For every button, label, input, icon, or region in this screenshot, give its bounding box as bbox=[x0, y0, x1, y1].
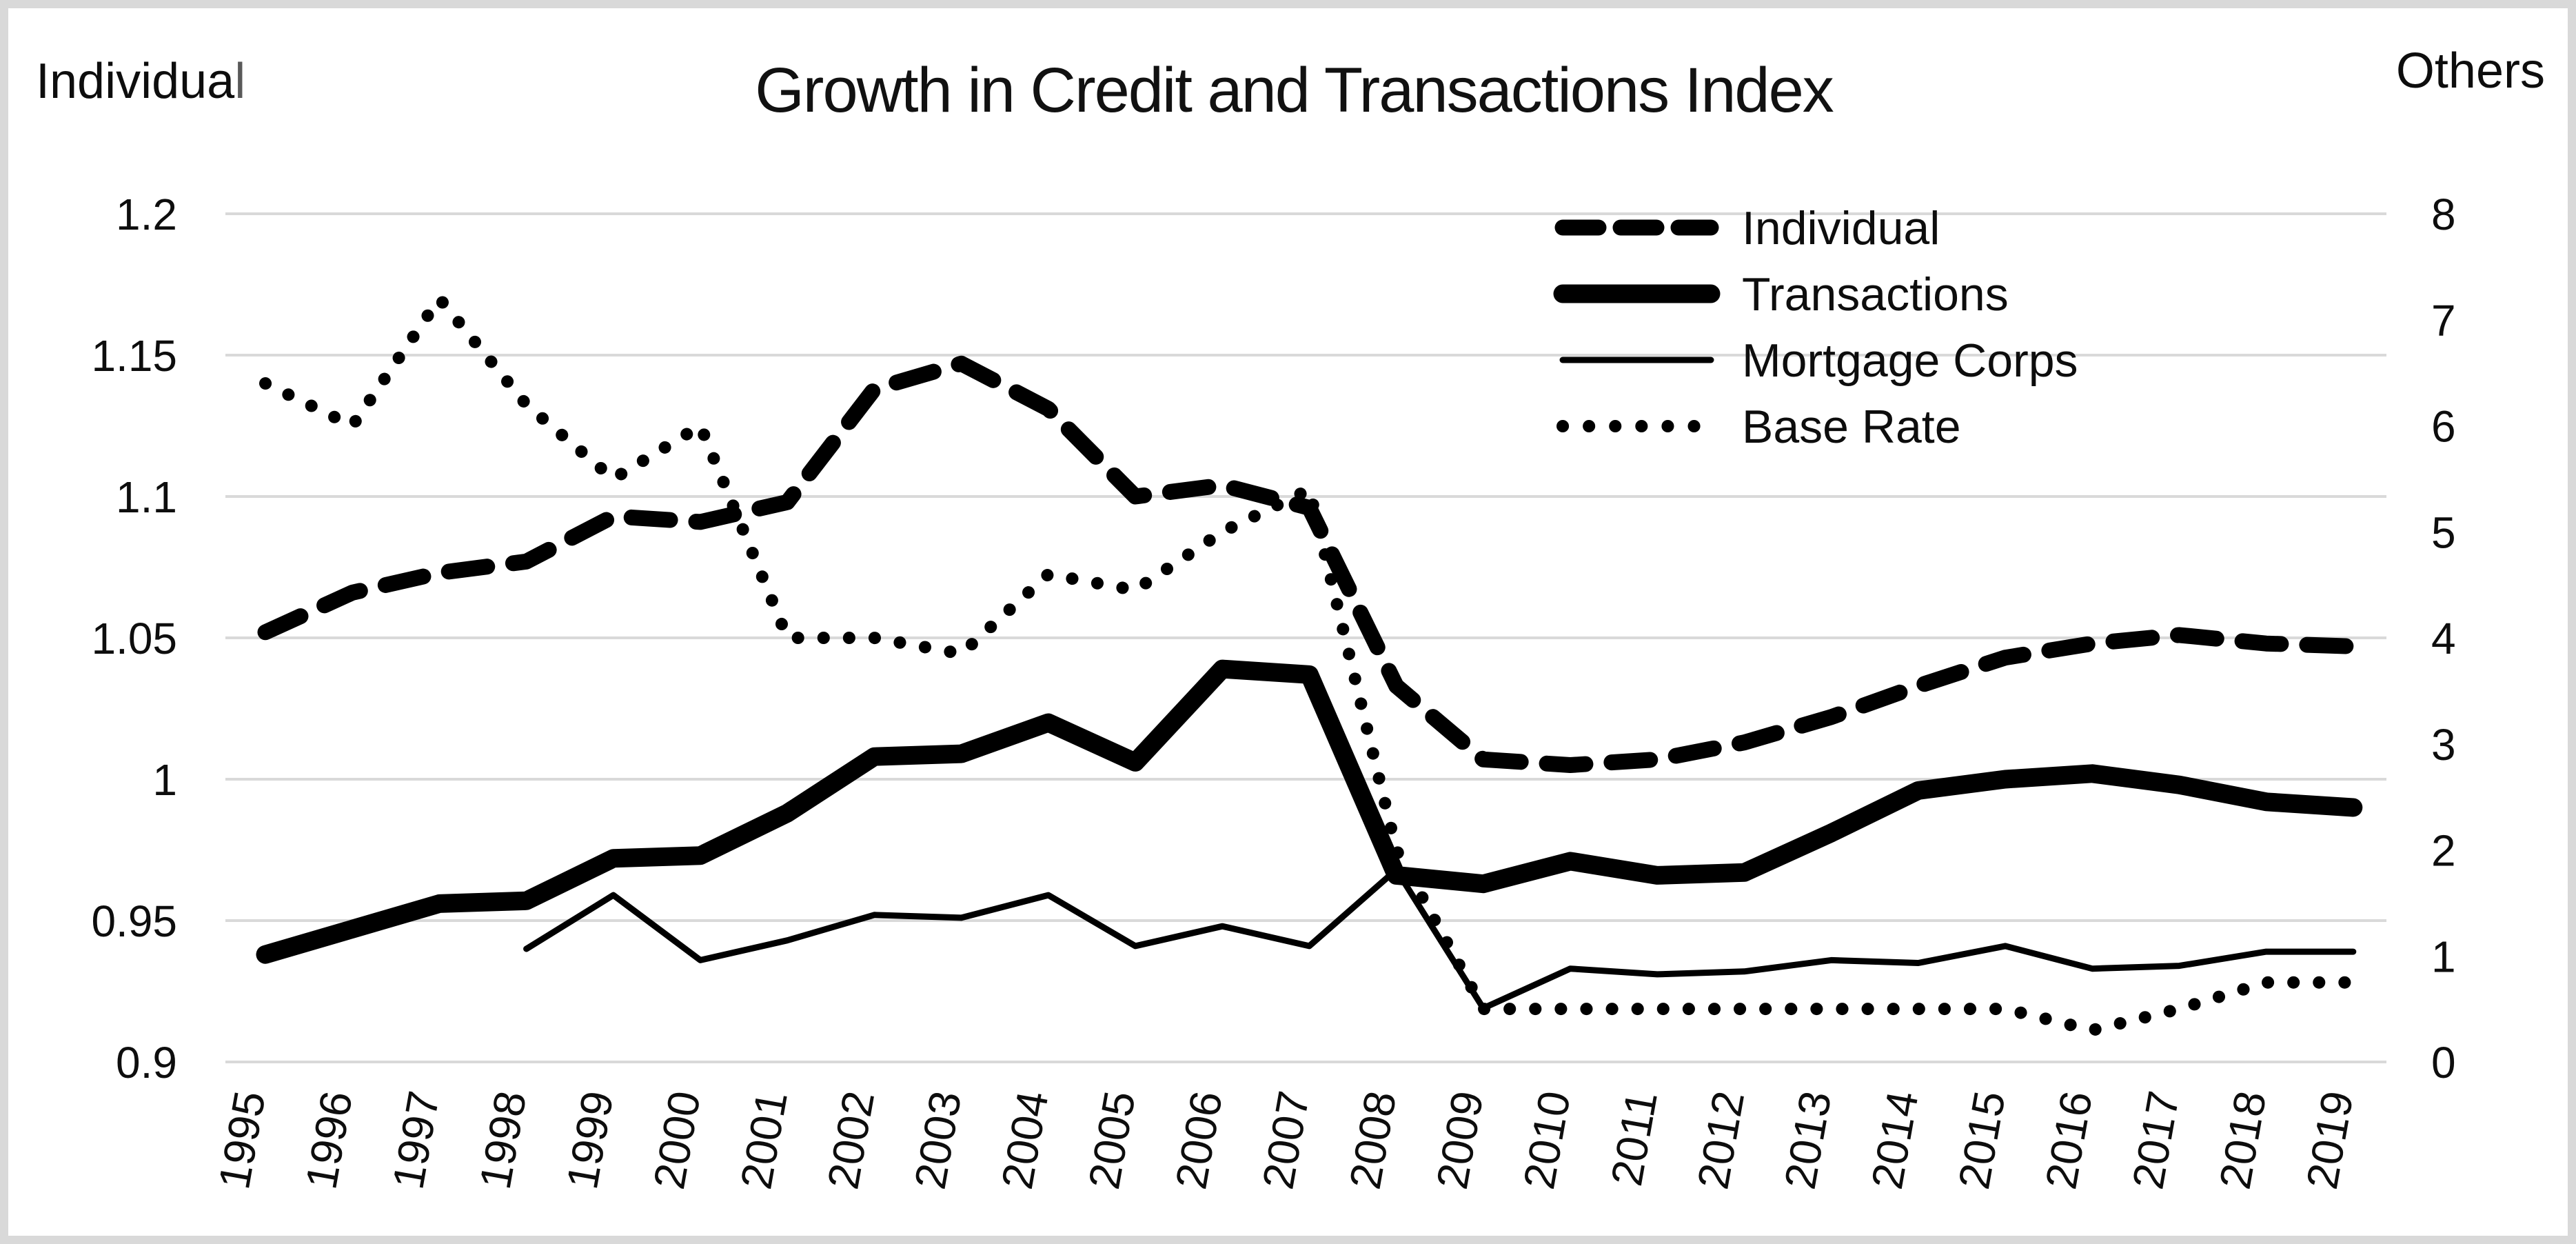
x-axis-label: 2001 bbox=[731, 1087, 797, 1193]
axis-tick-labels: 1.2 1.15 1.1 1.05 1 0.95 0.9 8 7 6 5 4 3 2 1 0 1995 1996 1… bbox=[91, 190, 2455, 1193]
x-axis-label: 2015 bbox=[1949, 1087, 2015, 1193]
right-tick-label: 6 bbox=[2431, 402, 2456, 452]
series-lines bbox=[256, 292, 2363, 1036]
x-axis-label: 2010 bbox=[1514, 1087, 1580, 1193]
series-line-mortgage-corps bbox=[523, 866, 2357, 1012]
x-axis-label: 2017 bbox=[2123, 1087, 2189, 1193]
legend-label: Mortgage Corps bbox=[1742, 334, 2078, 387]
x-axis-label: 2012 bbox=[1688, 1087, 1754, 1193]
series-line-individual bbox=[257, 355, 2362, 773]
left-tick-label: 1.15 bbox=[91, 331, 177, 381]
x-axis-label: 2011 bbox=[1601, 1087, 1667, 1190]
right-tick-label: 7 bbox=[2431, 296, 2456, 345]
left-tick-label: 0.9 bbox=[116, 1038, 177, 1087]
x-axis-label: 2014 bbox=[1862, 1087, 1928, 1193]
x-axis-label: 1998 bbox=[470, 1087, 536, 1193]
x-axis-label: 2019 bbox=[2297, 1087, 2363, 1193]
x-axis-label: 2009 bbox=[1427, 1087, 1493, 1193]
x-axis-label: 2003 bbox=[905, 1087, 971, 1193]
right-tick-label: 3 bbox=[2431, 720, 2456, 770]
x-axis-label: 1999 bbox=[557, 1087, 623, 1193]
right-tick-label: 5 bbox=[2431, 508, 2456, 557]
right-tick-label: 4 bbox=[2431, 614, 2456, 663]
right-axis-title: Others bbox=[2396, 43, 2545, 99]
line-chart: Individual Others Growth in Credit and T… bbox=[36, 43, 2545, 1193]
legend: Individual Transactions Mortgage Corps Base… bbox=[1553, 202, 2078, 453]
x-axis-label: 2004 bbox=[992, 1087, 1058, 1193]
x-axis-label: 2005 bbox=[1079, 1087, 1145, 1193]
x-axis-label: 2006 bbox=[1166, 1087, 1232, 1193]
right-tick-label: 8 bbox=[2431, 190, 2456, 239]
series-line-transactions bbox=[256, 659, 2363, 964]
legend-item-base-rate: Base Rate bbox=[1556, 401, 1961, 453]
x-axis-label: 2002 bbox=[818, 1087, 884, 1193]
x-axis-label: 2007 bbox=[1253, 1087, 1319, 1193]
left-tick-label: 1 bbox=[152, 755, 177, 805]
x-axis-label: 1995 bbox=[209, 1087, 275, 1193]
legend-item-individual: Individual bbox=[1554, 202, 1940, 254]
left-tick-label: 0.95 bbox=[91, 896, 177, 946]
left-tick-label: 1.05 bbox=[91, 614, 177, 663]
legend-item-mortgage-corps: Mortgage Corps bbox=[1559, 334, 2078, 387]
left-axis-title: Individual bbox=[36, 54, 245, 109]
chart-title: Growth in Credit and Transactions Index bbox=[755, 55, 1834, 126]
x-axis-label: 1997 bbox=[383, 1087, 449, 1193]
legend-label: Individual bbox=[1742, 202, 1940, 254]
right-tick-label: 1 bbox=[2431, 932, 2456, 981]
x-axis-label: 2016 bbox=[2036, 1087, 2102, 1193]
legend-label: Base Rate bbox=[1742, 401, 1961, 453]
left-tick-label: 1.2 bbox=[116, 190, 177, 239]
left-tick-label: 1.1 bbox=[116, 472, 177, 522]
x-axis-label: 2000 bbox=[644, 1087, 710, 1193]
x-axis-label: 2008 bbox=[1340, 1087, 1406, 1193]
legend-item-transactions: Transactions bbox=[1553, 268, 2009, 321]
x-axis-label: 2013 bbox=[1775, 1087, 1841, 1193]
x-axis-label: 1996 bbox=[296, 1087, 362, 1193]
x-axis-label: 2018 bbox=[2210, 1087, 2276, 1193]
legend-label: Transactions bbox=[1742, 268, 2009, 321]
right-tick-label: 2 bbox=[2431, 826, 2456, 876]
right-tick-label: 0 bbox=[2431, 1038, 2456, 1087]
